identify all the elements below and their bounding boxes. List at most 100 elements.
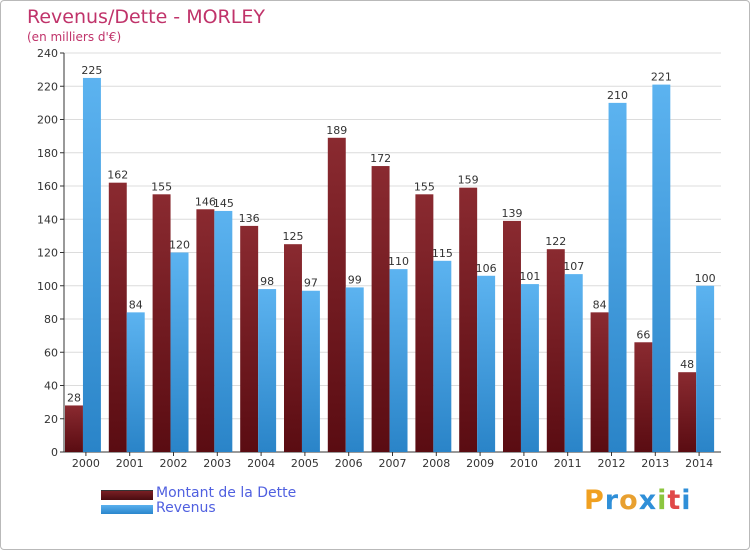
revenue-bar xyxy=(214,210,233,452)
y-tick-label: 60 xyxy=(44,346,58,359)
debt-bar xyxy=(634,342,653,452)
revenue-bar xyxy=(126,312,145,452)
y-tick-label: 100 xyxy=(37,280,58,293)
debt-bar xyxy=(152,194,171,452)
x-tick-label: 2004 xyxy=(247,457,275,470)
debt-bar-label: 122 xyxy=(545,235,566,248)
revenue-bar xyxy=(433,260,452,452)
x-tick-label: 2013 xyxy=(641,457,669,470)
revenue-bar xyxy=(301,290,320,452)
x-tick-label: 2008 xyxy=(422,457,450,470)
y-tick-label: 20 xyxy=(44,413,58,426)
revenue-bar xyxy=(477,275,496,452)
debt-bar-label: 162 xyxy=(107,169,128,182)
revenue-bar-label: 115 xyxy=(432,247,453,260)
revenue-bar xyxy=(389,269,408,452)
revenue-bar-label: 98 xyxy=(260,275,274,288)
revenue-bar xyxy=(652,84,671,453)
x-tick-label: 2012 xyxy=(598,457,626,470)
debt-bar xyxy=(284,244,302,452)
revenue-bar xyxy=(696,285,715,452)
revenue-bar-label: 110 xyxy=(388,255,409,268)
debt-bar-label: 139 xyxy=(501,207,522,220)
y-tick-label: 140 xyxy=(37,213,58,226)
x-tick-label: 2007 xyxy=(379,457,407,470)
y-tick-label: 40 xyxy=(44,380,58,393)
y-tick-label: 160 xyxy=(37,180,58,193)
x-tick-label: 2006 xyxy=(335,457,363,470)
debt-bar-label: 48 xyxy=(680,358,694,371)
debt-bar-label: 84 xyxy=(593,298,607,311)
debt-bar-label: 155 xyxy=(151,180,172,193)
debt-bar-label: 146 xyxy=(195,195,216,208)
y-tick-label: 220 xyxy=(37,80,58,93)
debt-bar xyxy=(108,182,127,453)
chart-title: Revenus/Dette - MORLEY xyxy=(27,6,265,28)
revenue-bar-label: 120 xyxy=(169,239,190,252)
revenue-bar xyxy=(608,102,627,452)
x-tick-label: 2005 xyxy=(291,457,319,470)
debt-bar xyxy=(371,166,390,453)
revenue-bar-label: 97 xyxy=(304,277,318,290)
debt-bar-label: 189 xyxy=(326,124,347,137)
logo-letter: x xyxy=(638,485,658,516)
debt-bar xyxy=(590,312,609,452)
debt-bar xyxy=(678,372,697,452)
y-tick-label: 80 xyxy=(44,313,58,326)
revenue-bar xyxy=(82,77,101,452)
logo-letter: i xyxy=(681,485,692,516)
y-tick-label: 200 xyxy=(37,114,58,127)
x-tick-label: 2002 xyxy=(160,457,188,470)
debt-bar-label: 125 xyxy=(282,230,303,243)
revenue-bar-label: 101 xyxy=(519,270,540,283)
x-tick-label: 2001 xyxy=(116,457,144,470)
legend-swatch-dette xyxy=(101,490,153,500)
revenue-bar xyxy=(170,252,189,452)
debt-bar xyxy=(240,225,259,452)
debt-bar xyxy=(459,187,478,452)
logo-letter: t xyxy=(667,485,682,516)
proxiti-logo: Proxiti xyxy=(584,485,692,516)
legend-swatch-revenus xyxy=(101,505,153,514)
logo-letter: P xyxy=(584,485,605,516)
revenue-bar-label: 210 xyxy=(607,89,628,102)
x-tick-label: 2010 xyxy=(510,457,538,470)
debt-bar xyxy=(503,220,521,452)
legend-label-revenus: Revenus xyxy=(156,500,216,516)
debt-bar-label: 172 xyxy=(370,152,391,165)
debt-bar-label: 28 xyxy=(67,391,81,404)
debt-bar xyxy=(196,209,215,452)
debt-bar-label: 155 xyxy=(414,180,435,193)
revenue-bar-label: 84 xyxy=(129,298,143,311)
debt-bar-label: 159 xyxy=(458,174,479,187)
revenue-bar xyxy=(564,274,583,452)
revenue-bar-label: 99 xyxy=(348,273,362,286)
revenue-bar-label: 100 xyxy=(695,272,716,285)
revenue-bar-label: 106 xyxy=(476,262,497,275)
debt-bar xyxy=(65,405,83,452)
revenue-bar-label: 145 xyxy=(213,197,234,210)
y-tick-label: 240 xyxy=(37,47,58,60)
debt-bar-label: 136 xyxy=(239,212,260,225)
chart-subtitle: (en milliers d'€) xyxy=(27,30,122,44)
revenue-bar-label: 107 xyxy=(563,260,584,273)
x-tick-label: 2003 xyxy=(203,457,231,470)
revenue-bar xyxy=(345,287,364,452)
logo-letter: o xyxy=(619,485,639,516)
revenue-bar xyxy=(520,284,539,452)
x-tick-label: 2000 xyxy=(72,457,100,470)
x-tick-label: 2014 xyxy=(685,457,713,470)
revenue-bar-label: 221 xyxy=(651,71,672,84)
x-tick-label: 2011 xyxy=(554,457,582,470)
debt-bar xyxy=(327,137,346,452)
revenue-bar xyxy=(258,289,277,452)
legend-label-dette: Montant de la Dette xyxy=(156,485,297,501)
y-tick-label: 180 xyxy=(37,147,58,160)
debt-bar-label: 66 xyxy=(636,328,650,341)
debt-bar xyxy=(415,194,434,452)
revenue-bar-label: 225 xyxy=(81,64,102,77)
logo-letter: i xyxy=(657,485,668,516)
logo-letter: r xyxy=(604,485,620,516)
